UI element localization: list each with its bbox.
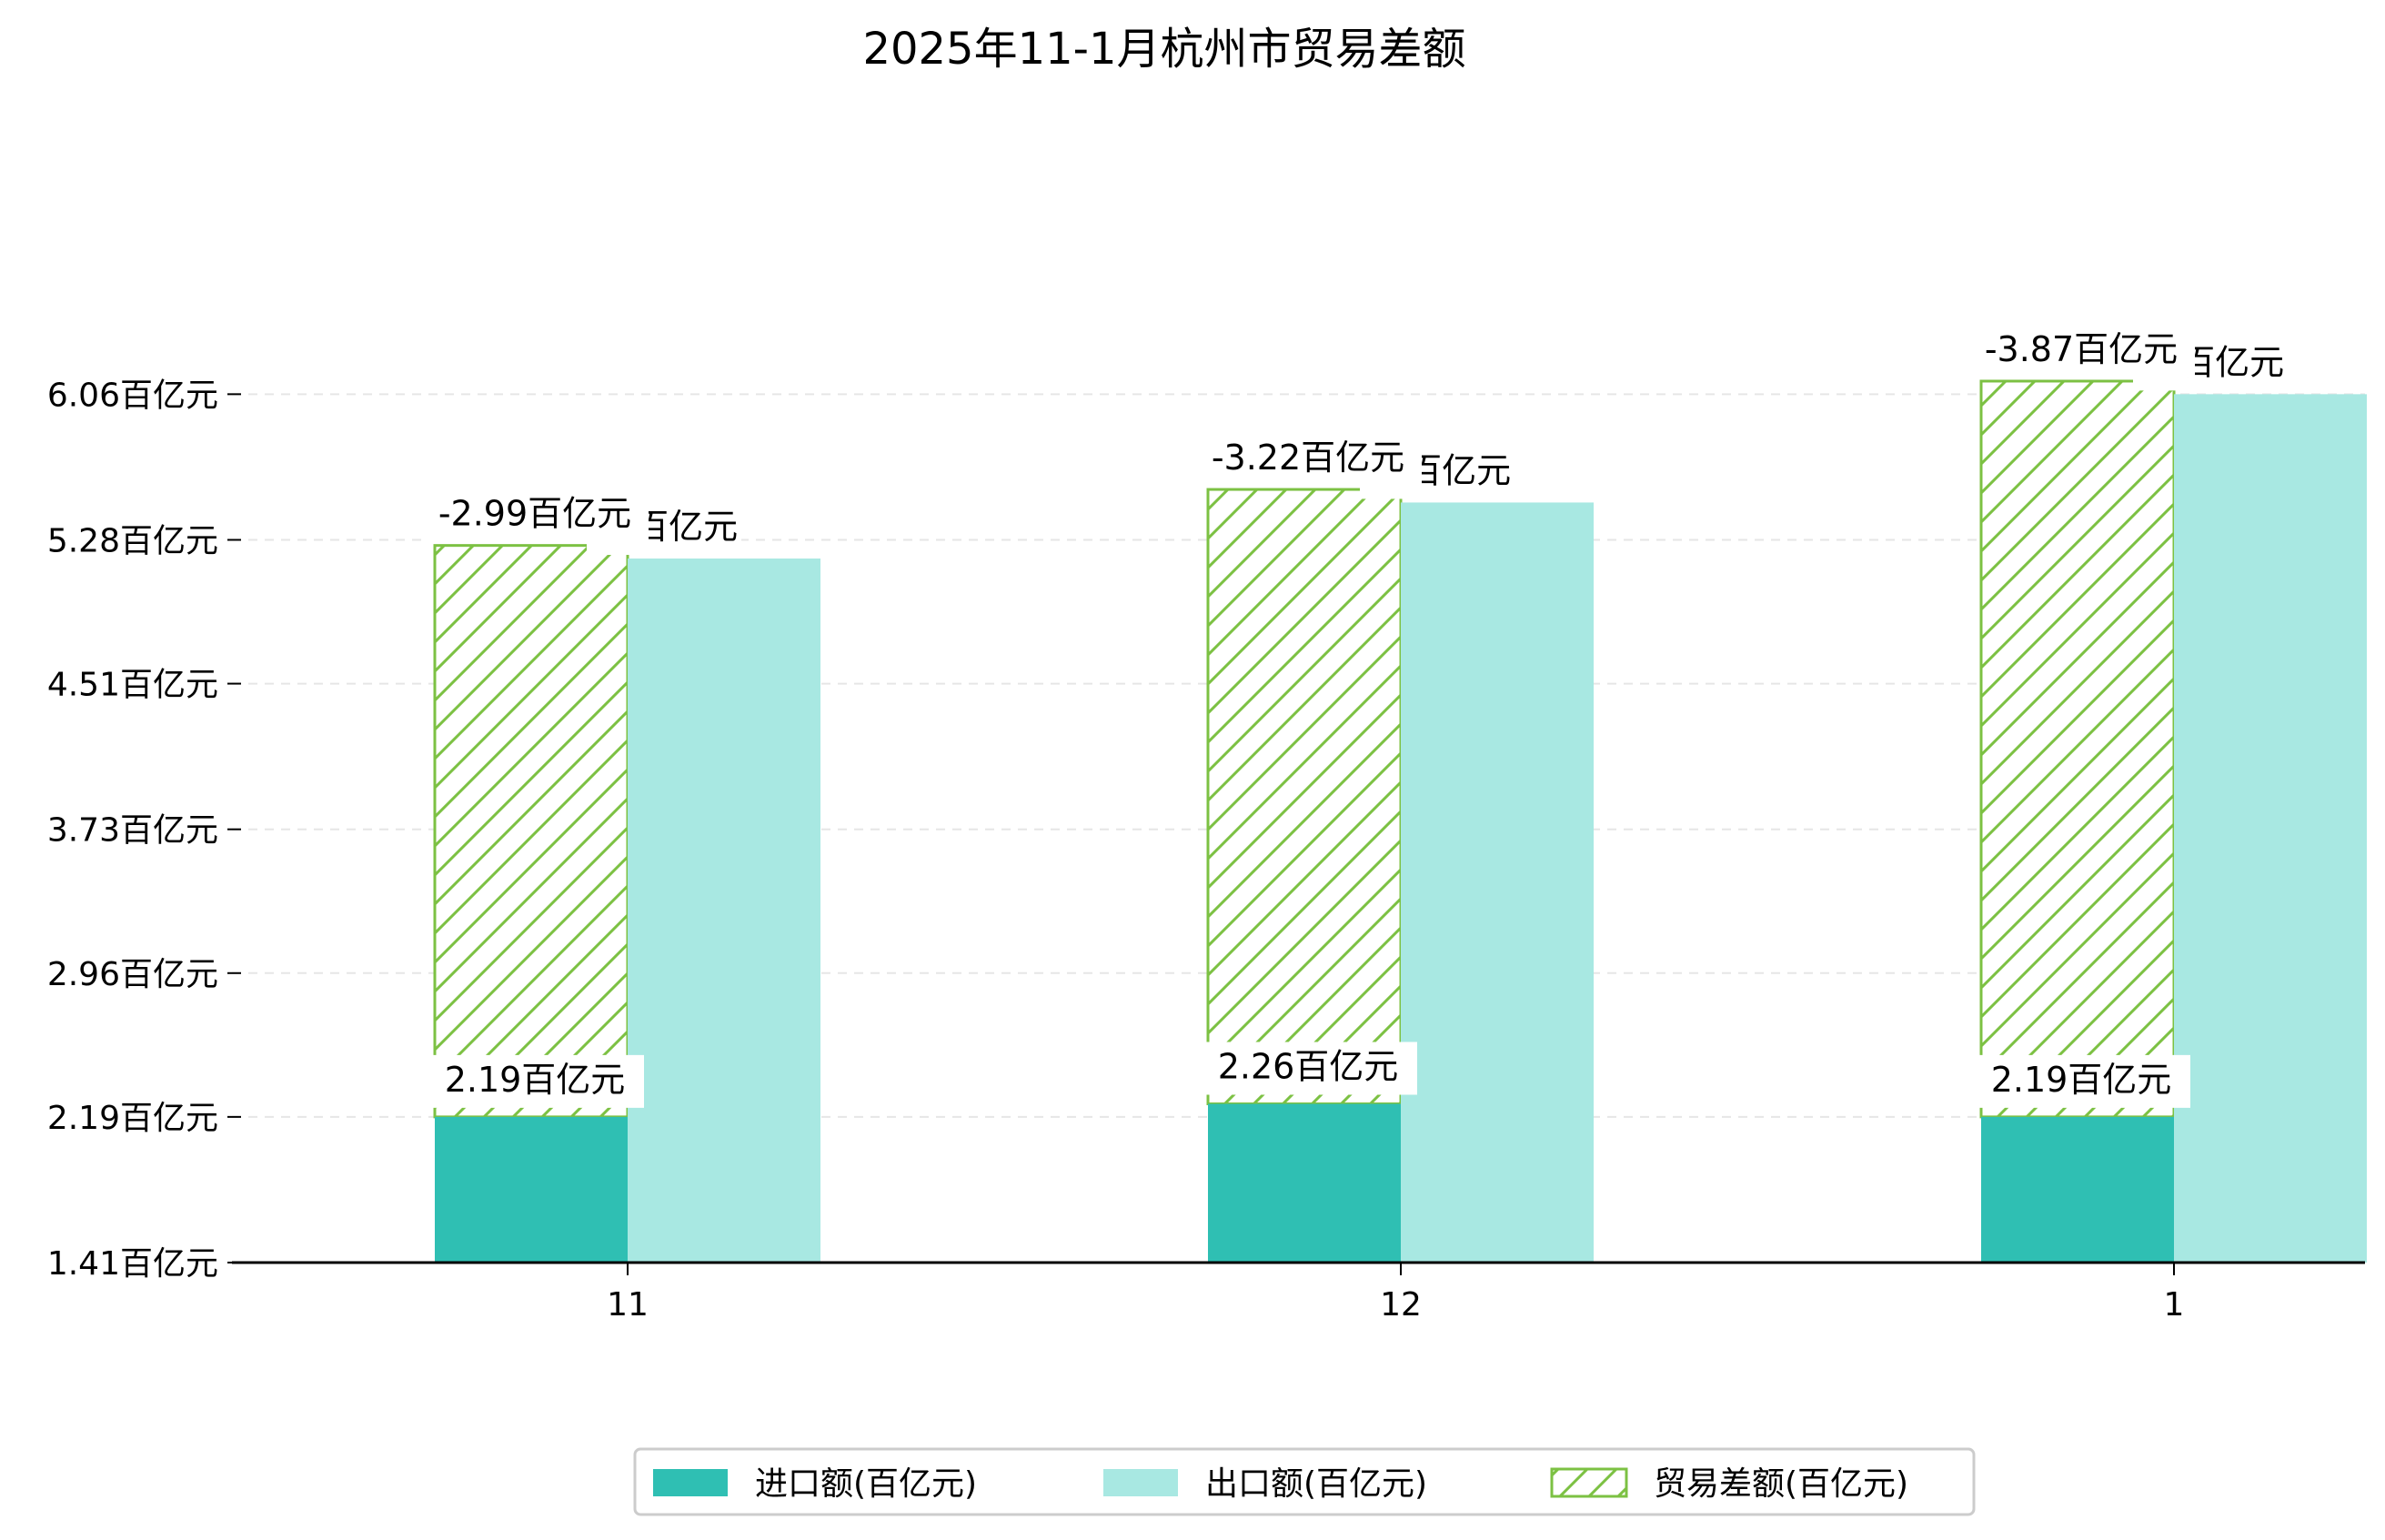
data-labels: 18百亿元-2.99百亿元2.19百亿元48百亿元-3.22百亿元2.26百亿元… bbox=[421, 324, 2288, 1108]
import-value-label: 2.19百亿元 bbox=[1991, 1060, 2172, 1100]
y-tick-label: 4.51百亿元 bbox=[47, 667, 218, 704]
trade-balance-bar bbox=[1979, 379, 2176, 1119]
legend-frame bbox=[633, 1447, 1976, 1516]
legend-export-swatch bbox=[1103, 1469, 1178, 1496]
legend-import-label: 进口额(百亿元) bbox=[755, 1465, 977, 1503]
trade-balance-value-label-bg bbox=[1194, 433, 1422, 487]
import-value-label-bg bbox=[1199, 1042, 1417, 1095]
import-value-label-bg bbox=[1972, 1054, 2190, 1108]
legend-trade-balance-swatch bbox=[1550, 1467, 1628, 1498]
trade-balance-value-label-bg bbox=[1967, 324, 2195, 377]
x-tick-label: 1 bbox=[2164, 1286, 2185, 1324]
import-bar bbox=[435, 1116, 628, 1263]
export-bar bbox=[2174, 394, 2367, 1263]
y-tick-label: 3.73百亿元 bbox=[47, 812, 218, 850]
legend-import-swatch bbox=[653, 1469, 728, 1496]
import-value-label-bg bbox=[426, 1054, 644, 1108]
import-value-label: 2.19百亿元 bbox=[445, 1060, 626, 1100]
legend-trade-balance-label: 贸易差额(百亿元) bbox=[1654, 1465, 1908, 1503]
import-value-label: 2.26百亿元 bbox=[1218, 1046, 1399, 1086]
trade-balance-value-label-bg bbox=[421, 488, 649, 542]
import-bar bbox=[1981, 1116, 2174, 1263]
x-tick-label: 12 bbox=[1380, 1286, 1422, 1324]
export-bar bbox=[1401, 502, 1594, 1263]
trade-balance-value-label: -3.22百亿元 bbox=[1212, 438, 1404, 478]
y-tick-label: 6.06百亿元 bbox=[47, 377, 218, 414]
export-bar bbox=[628, 559, 820, 1263]
bars bbox=[433, 379, 2367, 1263]
y-tick-label: 2.19百亿元 bbox=[47, 1100, 218, 1137]
legend-export-label: 出口额(百亿元) bbox=[1205, 1465, 1427, 1503]
y-tick-label: 1.41百亿元 bbox=[47, 1245, 218, 1283]
trade-balance-bar bbox=[433, 544, 629, 1119]
import-bar bbox=[1208, 1103, 1401, 1263]
x-tick-label: 11 bbox=[607, 1286, 649, 1324]
y-tick-label: 5.28百亿元 bbox=[47, 522, 218, 559]
chart-title: 2025年11-1月杭州市贸易差额 bbox=[862, 24, 1465, 75]
y-tick-label: 2.96百亿元 bbox=[47, 956, 218, 993]
axes: 1.41百亿元 2.19百亿元 2.96百亿元 3.73百亿元 4.51百亿元 5.28百… bbox=[47, 377, 2365, 1324]
trade-balance-value-label: -3.87百亿元 bbox=[1985, 329, 2178, 369]
trade-balance-value-label: -2.99百亿元 bbox=[438, 494, 631, 534]
legend: 进口额(百亿元) 出口额(百亿元) 贸易差额(百亿元) bbox=[633, 1447, 1976, 1516]
trade-balance-bar bbox=[1206, 488, 1403, 1105]
